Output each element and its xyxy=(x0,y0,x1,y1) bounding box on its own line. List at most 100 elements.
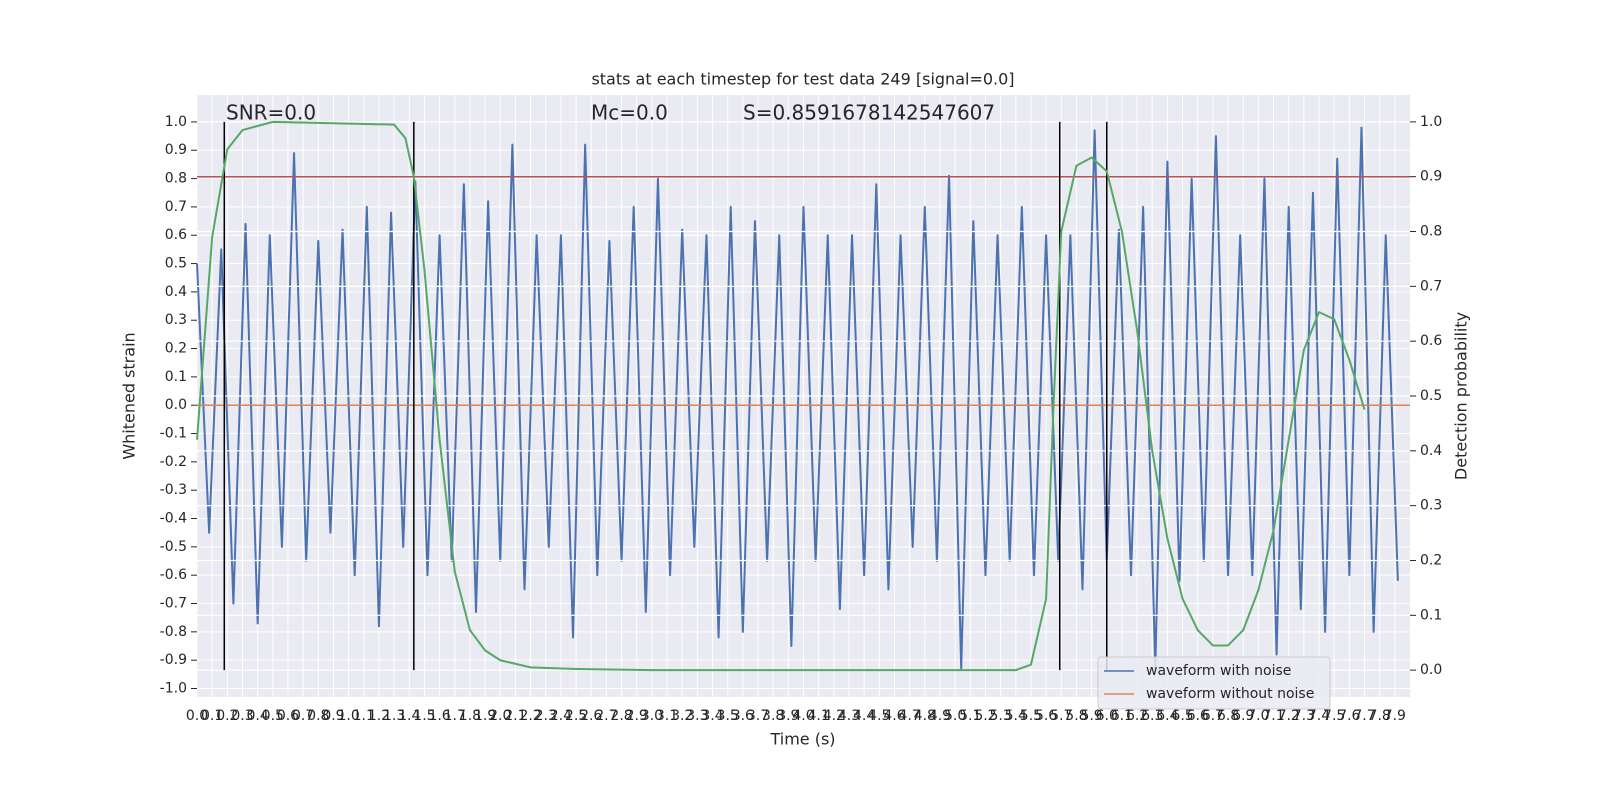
x-tick-label: 2.1 xyxy=(504,708,526,724)
y-tick-label: -0.3 xyxy=(160,482,187,498)
y2-tick-label: 1.0 xyxy=(1420,114,1442,130)
y2-tick-label: 0.8 xyxy=(1420,224,1442,240)
x-tick-label: 4.0 xyxy=(792,708,814,724)
x-tick-label: 3.1 xyxy=(656,708,678,724)
x-tick-label: 1.7 xyxy=(444,708,466,724)
y-tick-label: -0.2 xyxy=(160,454,187,470)
y-tick-label: 0.1 xyxy=(165,369,187,385)
x-tick-label: 0.3 xyxy=(231,708,253,724)
x-tick-label: 7.2 xyxy=(1278,708,1300,724)
annotation: S=0.8591678142547607 xyxy=(743,101,995,125)
x-tick-label: 0.7 xyxy=(292,708,314,724)
y2-tick-label: 0.1 xyxy=(1420,607,1442,623)
x-tick-label: 0.0 xyxy=(186,708,208,724)
x-tick-label: 7.0 xyxy=(1247,708,1269,724)
x-tick-label: 4.6 xyxy=(883,708,905,724)
y2-tick-label: 0.3 xyxy=(1420,498,1442,514)
y2-tick-label: 0.7 xyxy=(1420,278,1442,294)
legend-label: waveform with noise xyxy=(1146,663,1291,679)
x-tick-label: 6.8 xyxy=(1217,708,1239,724)
y-tick-label: -0.5 xyxy=(160,539,187,555)
y-tick-label: -0.8 xyxy=(160,624,187,640)
x-tick-label: 1.5 xyxy=(413,708,435,724)
x-tick-label: 0.4 xyxy=(247,708,269,724)
x-tick-label: 6.5 xyxy=(1171,708,1193,724)
x-tick-label: 3.8 xyxy=(762,708,784,724)
y2-tick-label: 0.5 xyxy=(1420,388,1442,404)
annotation: Mc=0.0 xyxy=(591,101,668,125)
x-tick-label: 7.5 xyxy=(1323,708,1345,724)
x-tick-label: 0.6 xyxy=(277,708,299,724)
x-tick-label: 4.1 xyxy=(808,708,830,724)
y-tick-label: -0.7 xyxy=(160,596,187,612)
x-tick-label: 5.0 xyxy=(944,708,966,724)
x-tick-label: 0.8 xyxy=(307,708,329,724)
x-tick-label: 1.8 xyxy=(459,708,481,724)
x-tick-label: 2.3 xyxy=(535,708,557,724)
x-tick-label: 4.4 xyxy=(853,708,875,724)
x-tick-label: 7.4 xyxy=(1308,708,1330,724)
x-tick-label: 5.4 xyxy=(1005,708,1027,724)
y-tick-label: -0.9 xyxy=(160,652,187,668)
x-tick-label: 7.8 xyxy=(1369,708,1391,724)
x-tick-label: 2.0 xyxy=(489,708,511,724)
x-tick-label: 4.3 xyxy=(838,708,860,724)
x-tick-label: 7.6 xyxy=(1338,708,1360,724)
legend: waveform with noise waveform without nois… xyxy=(1097,656,1331,710)
legend-label: waveform without noise xyxy=(1146,686,1314,702)
x-tick-label: 7.9 xyxy=(1384,708,1406,724)
x-tick-label: 5.5 xyxy=(1020,708,1042,724)
x-tick-label: 7.7 xyxy=(1353,708,1375,724)
y-tick-label: 0.2 xyxy=(165,341,187,357)
y2-tick-label: 0.2 xyxy=(1420,552,1442,568)
y2-tick-label: 0.4 xyxy=(1420,443,1442,459)
x-tick-label: 0.1 xyxy=(201,708,223,724)
x-tick-label: 6.7 xyxy=(1202,708,1224,724)
x-tick-label: 5.3 xyxy=(989,708,1011,724)
y-tick-label: -0.1 xyxy=(160,426,187,442)
y-tick-label: 1.0 xyxy=(165,114,187,130)
y-tick-label: 0.4 xyxy=(165,284,187,300)
y-tick-label: 0.9 xyxy=(165,142,187,158)
x-tick-label: 4.7 xyxy=(899,708,921,724)
x-tick-label: 2.5 xyxy=(565,708,587,724)
x-tick-label: 0.9 xyxy=(322,708,344,724)
x-tick-label: 5.9 xyxy=(1080,708,1102,724)
y-tick-label: -1.0 xyxy=(160,681,187,697)
x-tick-label: 0.5 xyxy=(262,708,284,724)
x-tick-label: 3.7 xyxy=(747,708,769,724)
x-tick-label: 6.2 xyxy=(1126,708,1148,724)
x-tick-label: 5.1 xyxy=(959,708,981,724)
x-tick-label: 5.7 xyxy=(1050,708,1072,724)
x-tick-label: 2.7 xyxy=(595,708,617,724)
x-tick-label: 5.6 xyxy=(1035,708,1057,724)
y2-tick-label: 0.9 xyxy=(1420,169,1442,185)
x-tick-label: 3.4 xyxy=(701,708,723,724)
x-tick-label: 6.1 xyxy=(1111,708,1133,724)
y-tick-label: 0.7 xyxy=(165,199,187,215)
x-tick-label: 2.4 xyxy=(550,708,572,724)
x-tick-label: 1.1 xyxy=(353,708,375,724)
x-tick-label: 3.2 xyxy=(671,708,693,724)
x-tick-label: 1.2 xyxy=(368,708,390,724)
x-tick-label: 2.2 xyxy=(519,708,541,724)
x-tick-label: 6.6 xyxy=(1187,708,1209,724)
x-tick-label: 4.8 xyxy=(914,708,936,724)
x-tick-label: 4.2 xyxy=(823,708,845,724)
y-axis-label: Whitened strain xyxy=(120,332,139,459)
x-tick-label: 1.9 xyxy=(474,708,496,724)
x-tick-label: 1.4 xyxy=(398,708,420,724)
y-tick-label: 0.8 xyxy=(165,171,187,187)
x-tick-label: 1.3 xyxy=(383,708,405,724)
x-tick-label: 3.6 xyxy=(732,708,754,724)
x-tick-label: 3.5 xyxy=(717,708,739,724)
chart-title: stats at each timestep for test data 249… xyxy=(591,70,1014,89)
x-tick-label: 5.2 xyxy=(974,708,996,724)
x-tick-label: 5.8 xyxy=(1065,708,1087,724)
legend-box xyxy=(1097,656,1331,710)
x-tick-label: 6.4 xyxy=(1156,708,1178,724)
x-tick-label: 3.9 xyxy=(777,708,799,724)
y-tick-label: 0.3 xyxy=(165,312,187,328)
x-axis-label: Time (s) xyxy=(769,730,835,749)
